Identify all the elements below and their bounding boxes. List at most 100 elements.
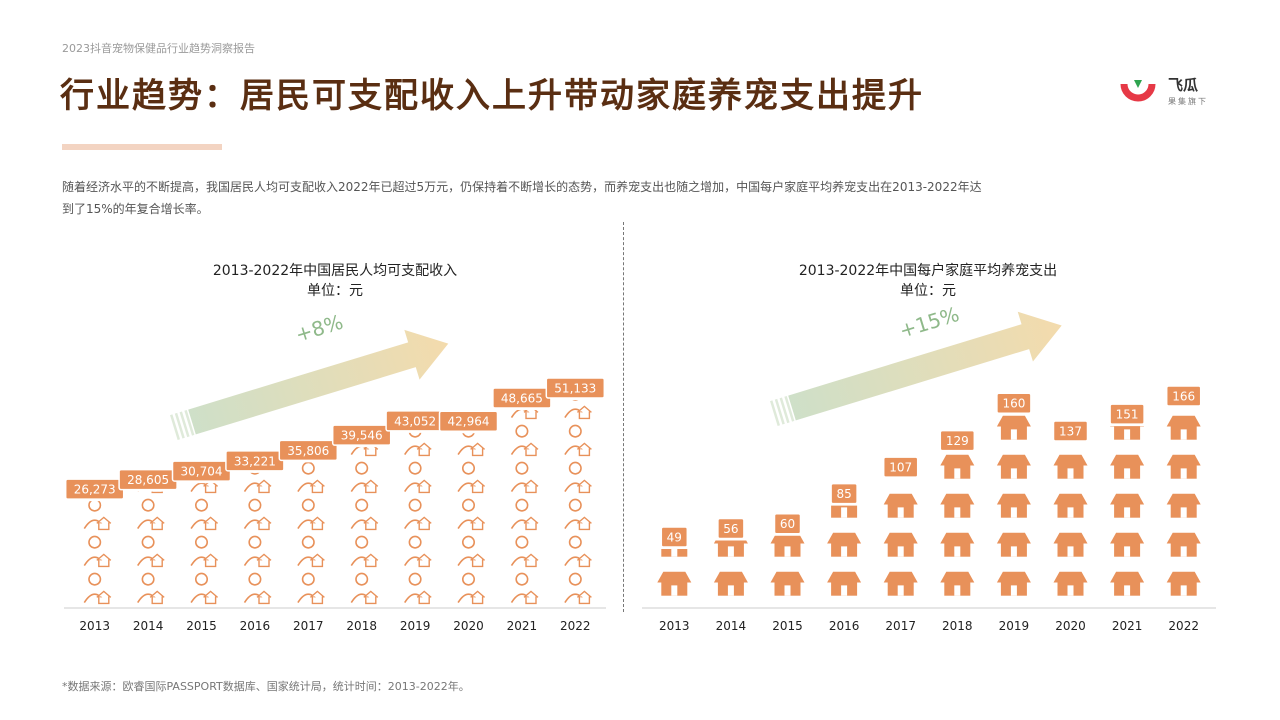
person-icon — [83, 535, 112, 568]
bar — [827, 455, 862, 596]
person-icon — [510, 410, 539, 420]
house-icon — [1166, 532, 1201, 557]
bar — [1166, 415, 1201, 596]
feigua-logo-icon — [1120, 80, 1156, 102]
house-icon — [827, 455, 861, 479]
person-icon — [350, 498, 379, 531]
house-icon — [713, 571, 748, 596]
house-icon — [1110, 532, 1145, 557]
x-tick-label: 2020 — [1055, 619, 1086, 633]
data-label-box — [660, 526, 689, 548]
income-chart-plot: +8% 26,273 2013 28,605 2014 30,704 2015 33,221 2… — [64, 310, 606, 633]
data-label: 42,964 — [448, 415, 490, 429]
house-icon — [1110, 377, 1144, 401]
person-icon — [564, 535, 592, 568]
person-icon — [190, 572, 219, 605]
data-label: 30,704 — [181, 465, 223, 479]
data-label: 151 — [1116, 408, 1139, 422]
bar — [83, 501, 112, 605]
x-tick-label: 2013 — [79, 619, 110, 633]
bar — [940, 454, 975, 596]
chart-divider — [623, 222, 624, 612]
data-label-box — [773, 512, 802, 535]
person-icon — [137, 535, 165, 568]
person-icon — [297, 462, 325, 494]
bar — [404, 432, 432, 605]
x-tick-label: 2019 — [400, 619, 431, 633]
x-tick-label: 2016 — [240, 619, 271, 633]
house-icon — [1053, 454, 1088, 479]
bar — [350, 447, 379, 605]
person-icon — [457, 433, 486, 457]
bar — [137, 491, 165, 605]
person-icon — [564, 461, 592, 494]
data-label-box — [996, 392, 1032, 414]
person-icon — [457, 498, 486, 531]
person-icon — [350, 461, 379, 494]
x-tick-label: 2022 — [1168, 619, 1199, 633]
x-tick-label: 2020 — [453, 619, 484, 633]
person-icon — [564, 424, 592, 457]
person-icon — [564, 400, 592, 420]
person-icon — [404, 498, 432, 531]
house-icon — [714, 494, 748, 518]
person-icon — [457, 535, 486, 568]
data-label-box — [830, 482, 858, 505]
x-tick-label: 2017 — [293, 619, 324, 633]
house-icon — [996, 415, 1031, 440]
person-icon — [297, 498, 325, 531]
data-label: 49 — [667, 530, 682, 544]
chart-title: 2013-2022年中国每户家庭平均养宠支出 — [798, 263, 1058, 279]
house-icon — [1166, 415, 1201, 440]
person-icon — [243, 535, 272, 568]
person-icon — [404, 572, 432, 605]
intro-paragraph: 随着经济水平的不断提高，我国居民人均可支配收入2022年已超过5万元，仍保持着不… — [62, 180, 982, 216]
bar — [510, 410, 539, 605]
x-tick-label: 2016 — [829, 619, 860, 633]
data-label-box — [1052, 420, 1089, 442]
bar — [657, 548, 692, 596]
bar — [770, 535, 805, 596]
bar — [996, 415, 1031, 596]
house-icon — [1166, 571, 1201, 596]
house-icon — [827, 571, 862, 596]
data-label: 28,605 — [127, 473, 169, 487]
house-icon — [1053, 493, 1088, 518]
data-label: 48,665 — [501, 392, 543, 406]
data-label: 160 — [1002, 397, 1025, 411]
person-icon — [297, 535, 325, 568]
x-tick-label: 2017 — [885, 619, 916, 633]
data-label-box — [939, 429, 976, 452]
house-icon — [940, 493, 975, 518]
person-icon — [404, 432, 432, 457]
person-icon — [510, 498, 539, 531]
person-icon — [457, 572, 486, 605]
brand-logo: 飞瓜 果集旗下 — [1120, 72, 1230, 112]
house-icon — [1166, 493, 1201, 518]
bar — [713, 494, 748, 596]
data-label-box — [1109, 403, 1145, 425]
person-icon — [83, 501, 112, 531]
logo-subtitle: 果集旗下 — [1168, 97, 1208, 106]
data-label: 56 — [723, 522, 738, 536]
person-icon — [190, 483, 219, 494]
person-icon — [564, 498, 592, 531]
bar — [190, 483, 219, 605]
data-label: 85 — [836, 487, 851, 501]
house-icon — [1110, 571, 1145, 596]
x-tick-label: 2022 — [560, 619, 591, 633]
data-label: 43,052 — [394, 414, 436, 428]
logo-name: 飞瓜 — [1168, 76, 1199, 94]
data-label: 107 — [889, 461, 912, 475]
data-label-box — [438, 410, 499, 432]
data-label: 129 — [946, 434, 969, 448]
person-icon — [350, 572, 379, 605]
person-icon — [243, 572, 272, 605]
house-icon — [1166, 454, 1201, 479]
data-label: 51,133 — [554, 382, 596, 396]
data-label: 137 — [1059, 424, 1082, 438]
house-icon — [996, 493, 1031, 518]
person-icon — [510, 461, 539, 494]
data-label-box — [278, 439, 339, 462]
page-title: 行业趋势：居民可支配收入上升带动家庭养宠支出提升 — [60, 76, 924, 116]
